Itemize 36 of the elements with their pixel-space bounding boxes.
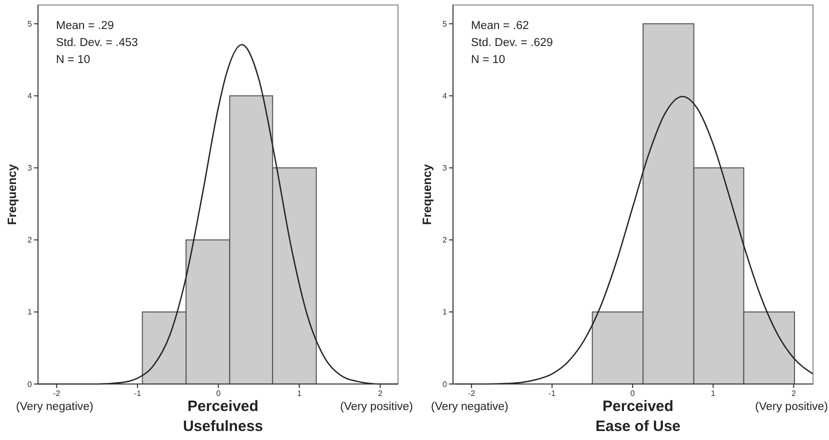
x-tick-label: 1	[297, 389, 302, 398]
y-tick-label: 5	[442, 20, 448, 29]
x-tick-label: -1	[134, 389, 142, 398]
y-axis-title: Frequency	[5, 164, 19, 225]
x-tick-label: 2	[791, 389, 796, 398]
text: (Very negative)	[16, 401, 94, 413]
x-axis-title: Perceived Ease of Use	[595, 398, 681, 435]
x-tick-label: 0	[216, 389, 222, 398]
text: (Very positive)	[340, 401, 414, 413]
x-axis-title: Perceived Usefulness	[182, 398, 264, 435]
annotation: Mean = .29	[56, 20, 114, 32]
y-tick-label: 4	[28, 92, 33, 101]
y-tick-label: 3	[442, 164, 448, 173]
x-tick-label: 1	[710, 389, 716, 398]
y-tick-label: 2	[442, 236, 448, 245]
y-tick-label: 1	[442, 308, 448, 317]
x-tick-label: 2	[378, 389, 383, 398]
x-tick-label: -1	[548, 389, 556, 398]
annotation: N = 10	[471, 54, 506, 66]
y-tick-label: 3	[28, 164, 33, 173]
y-tick-label: 2	[28, 236, 33, 245]
x-tick-label: 0	[630, 389, 636, 398]
y-tick-label: 0	[442, 380, 448, 389]
y-tick-label: 4	[442, 92, 448, 101]
annotation: N = 10	[56, 54, 90, 66]
y-tick-label: 1	[28, 308, 33, 317]
annotation: Std. Dev. = .453	[56, 37, 138, 49]
text: (Very positive)	[755, 401, 828, 413]
y-tick-label: 0	[28, 380, 33, 389]
y-axis-title: Frequency	[420, 164, 434, 225]
x-tick-label: -2	[53, 389, 61, 398]
x-tick-label: -2	[468, 389, 476, 398]
annotation: Std. Dev. = .629	[471, 37, 553, 49]
y-tick-label: 5	[28, 20, 33, 29]
annotation: Mean = .62	[471, 20, 529, 32]
text: (Very negative)	[431, 401, 509, 413]
